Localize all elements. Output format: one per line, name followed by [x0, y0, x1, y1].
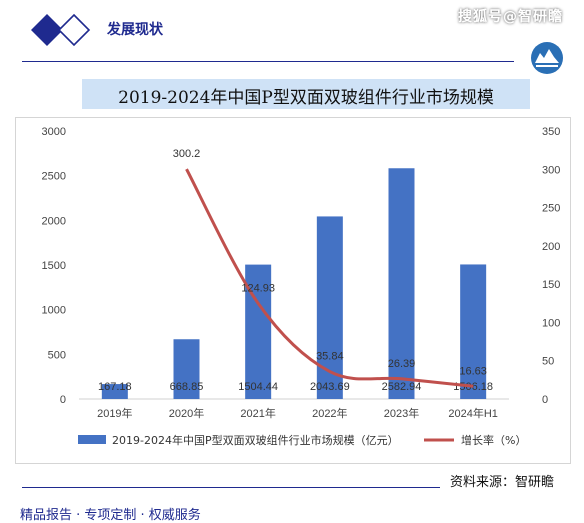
- bar: [316, 216, 343, 399]
- bar: [460, 264, 487, 399]
- chart: 0 500 1000 1500 2000 2500 3000 0 50 100 150 200 250 3…: [42, 126, 561, 447]
- bar: [388, 168, 415, 399]
- y-left-tick-label: 1000: [42, 305, 66, 317]
- header-divider: [22, 61, 514, 62]
- brand-globe-icon: [531, 42, 563, 74]
- watermark-text: 搜狐号@智研瞻: [458, 9, 563, 25]
- x-tick-label: 2019年: [97, 406, 132, 420]
- bar-value-label: 1506.18: [453, 381, 493, 393]
- y-right-tick-label: 250: [542, 203, 560, 215]
- bar-value-label: 167.18: [98, 381, 132, 393]
- bar-value-label: 668.85: [170, 381, 204, 393]
- growth-rate-label: 124.93: [241, 282, 275, 294]
- growth-rate-label: 26.39: [388, 358, 416, 370]
- y-left-tick-label: 1500: [42, 260, 66, 272]
- y-left-tick-label: 0: [60, 394, 66, 406]
- footer-tagline: 精品报告 · 专项定制 · 权威服务: [20, 508, 201, 523]
- diamonds-logo-icon: [31, 13, 91, 47]
- y-right-tick-label: 350: [542, 126, 560, 138]
- y-right-tick-label: 0: [542, 394, 548, 406]
- bar-value-label: 1504.44: [238, 381, 278, 393]
- growth-rate-label: 300.2: [173, 148, 201, 160]
- growth-rate-label: 35.84: [316, 351, 344, 363]
- x-tick-label: 2020年: [169, 406, 204, 420]
- legend-bar-swatch: [78, 435, 106, 444]
- y-left-tick-label: 2500: [42, 171, 66, 183]
- bar: [173, 339, 200, 399]
- y-right-tick-label: 150: [542, 279, 560, 291]
- chart-title: 2019-2024年中国P型双面双玻组件行业市场规模: [118, 88, 494, 108]
- y-left-tick-label: 500: [48, 349, 66, 361]
- x-tick-label: 2021年: [240, 406, 275, 420]
- page-header: 发展现状 搜狐号@智研瞻: [0, 0, 584, 60]
- x-tick-label: 2023年: [384, 406, 419, 420]
- y-left-tick-label: 3000: [42, 126, 66, 138]
- bar: [245, 264, 272, 399]
- source-divider: [22, 487, 440, 488]
- x-tick-label: 2024年H1: [448, 406, 498, 420]
- x-tick-label: 2022年: [312, 406, 347, 420]
- y-right-tick-label: 300: [542, 164, 560, 176]
- chart-title-banner: 2019-2024年中国P型双面双玻组件行业市场规模: [82, 79, 530, 109]
- growth-rate-label: 16.63: [459, 365, 487, 377]
- section-title: 发展现状: [107, 22, 163, 38]
- y-right-tick-label: 50: [542, 356, 554, 368]
- bar: [101, 384, 128, 399]
- chart-frame: 0 500 1000 1500 2000 2500 3000 0 50 100 150 200 250 3…: [15, 117, 571, 464]
- bar-value-label: 2582.94: [382, 381, 422, 393]
- source-note: 资料来源：智研瞻: [450, 475, 555, 490]
- y-right-tick-label: 100: [542, 317, 560, 329]
- y-left-tick-label: 2000: [42, 215, 66, 227]
- bar-value-label: 2043.69: [310, 381, 350, 393]
- growth-rate-line: [185, 168, 474, 388]
- legend-bar-label: 2019-2024年中国P型双面双玻组件行业市场规模（亿元）: [112, 433, 399, 447]
- y-right-tick-label: 200: [542, 241, 560, 253]
- legend-line-label: 增长率（%）: [461, 433, 526, 447]
